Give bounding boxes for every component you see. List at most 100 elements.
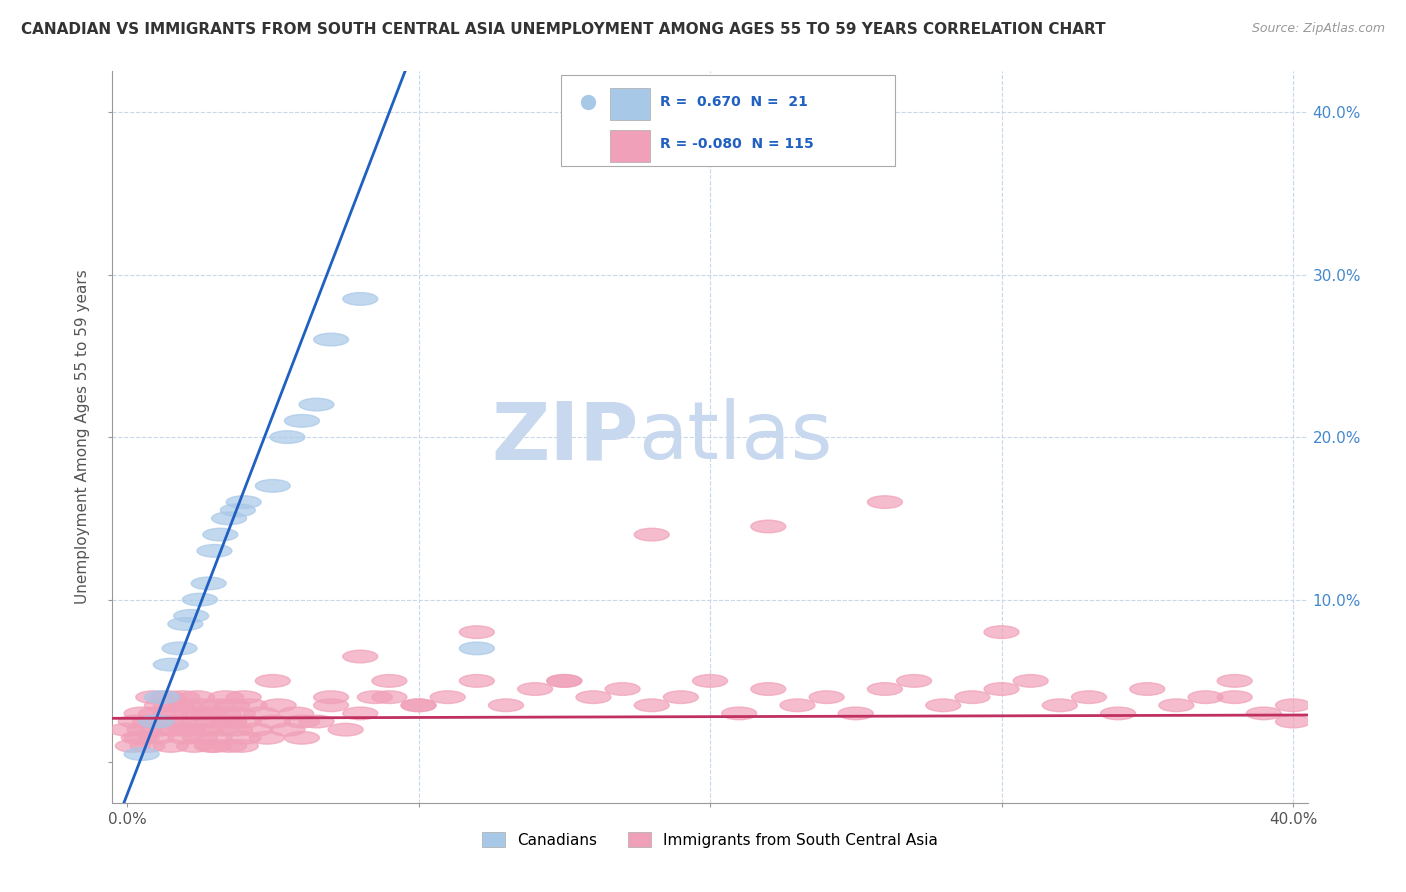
Ellipse shape [1042,699,1077,712]
Ellipse shape [284,715,319,728]
Ellipse shape [139,731,174,744]
Ellipse shape [955,690,990,704]
Ellipse shape [167,723,202,736]
Ellipse shape [124,707,159,720]
Ellipse shape [262,699,297,712]
Ellipse shape [984,626,1019,639]
Ellipse shape [605,682,640,696]
Ellipse shape [299,715,335,728]
Ellipse shape [284,731,319,744]
Ellipse shape [693,674,727,687]
Ellipse shape [343,707,378,720]
Ellipse shape [183,731,218,744]
Ellipse shape [664,690,699,704]
Ellipse shape [165,690,200,704]
Ellipse shape [401,699,436,712]
FancyBboxPatch shape [610,129,650,161]
Ellipse shape [634,699,669,712]
Ellipse shape [134,715,167,728]
Ellipse shape [197,739,232,752]
Ellipse shape [145,699,180,712]
Ellipse shape [129,739,165,752]
Ellipse shape [984,682,1019,696]
Ellipse shape [838,707,873,720]
Ellipse shape [197,715,232,728]
Ellipse shape [460,626,495,639]
Ellipse shape [139,715,174,728]
Ellipse shape [170,723,205,736]
Ellipse shape [238,723,273,736]
Ellipse shape [145,690,180,704]
FancyBboxPatch shape [561,75,896,167]
Ellipse shape [188,723,224,736]
Ellipse shape [517,682,553,696]
Ellipse shape [868,682,903,696]
Ellipse shape [139,707,174,720]
Ellipse shape [249,731,284,744]
Text: ZIP: ZIP [491,398,638,476]
Ellipse shape [547,674,582,687]
FancyBboxPatch shape [610,87,650,120]
Ellipse shape [430,690,465,704]
Ellipse shape [343,293,378,305]
Ellipse shape [153,699,188,712]
Ellipse shape [226,731,262,744]
Ellipse shape [211,739,246,752]
Ellipse shape [232,699,267,712]
Ellipse shape [373,674,406,687]
Ellipse shape [808,690,844,704]
Ellipse shape [1275,715,1310,728]
Ellipse shape [1218,690,1253,704]
Y-axis label: Unemployment Among Ages 55 to 59 years: Unemployment Among Ages 55 to 59 years [75,269,90,605]
Ellipse shape [925,699,960,712]
Ellipse shape [328,723,363,736]
Ellipse shape [401,699,436,712]
Ellipse shape [1188,690,1223,704]
Ellipse shape [167,617,202,631]
Ellipse shape [256,480,290,492]
Ellipse shape [256,715,290,728]
Ellipse shape [314,699,349,712]
Ellipse shape [278,707,314,720]
Ellipse shape [162,642,197,655]
Ellipse shape [121,731,156,744]
Ellipse shape [148,715,183,728]
Ellipse shape [183,707,218,720]
Ellipse shape [124,731,159,744]
Ellipse shape [868,496,903,508]
Ellipse shape [153,658,188,671]
Ellipse shape [488,699,523,712]
Ellipse shape [191,707,226,720]
Ellipse shape [110,723,145,736]
Ellipse shape [576,690,612,704]
Ellipse shape [226,715,262,728]
Ellipse shape [183,593,218,606]
Ellipse shape [221,707,256,720]
Ellipse shape [211,715,246,728]
Ellipse shape [162,715,197,728]
Ellipse shape [208,690,243,704]
Ellipse shape [1014,674,1047,687]
Ellipse shape [191,577,226,590]
Ellipse shape [221,504,256,516]
Ellipse shape [136,690,170,704]
Ellipse shape [142,723,177,736]
Ellipse shape [314,334,349,346]
Ellipse shape [1101,707,1136,720]
Ellipse shape [183,715,218,728]
Text: CANADIAN VS IMMIGRANTS FROM SOUTH CENTRAL ASIA UNEMPLOYMENT AMONG AGES 55 TO 59 : CANADIAN VS IMMIGRANTS FROM SOUTH CENTRA… [21,22,1105,37]
Ellipse shape [1130,682,1164,696]
Ellipse shape [226,690,262,704]
Ellipse shape [1246,707,1281,720]
Ellipse shape [256,674,290,687]
Ellipse shape [205,707,240,720]
Ellipse shape [153,707,188,720]
Ellipse shape [224,739,259,752]
Ellipse shape [174,609,208,623]
Ellipse shape [194,739,229,752]
Ellipse shape [150,690,186,704]
Text: R = -0.080  N = 115: R = -0.080 N = 115 [659,137,814,152]
Ellipse shape [215,699,249,712]
Ellipse shape [243,707,278,720]
Ellipse shape [547,674,582,687]
